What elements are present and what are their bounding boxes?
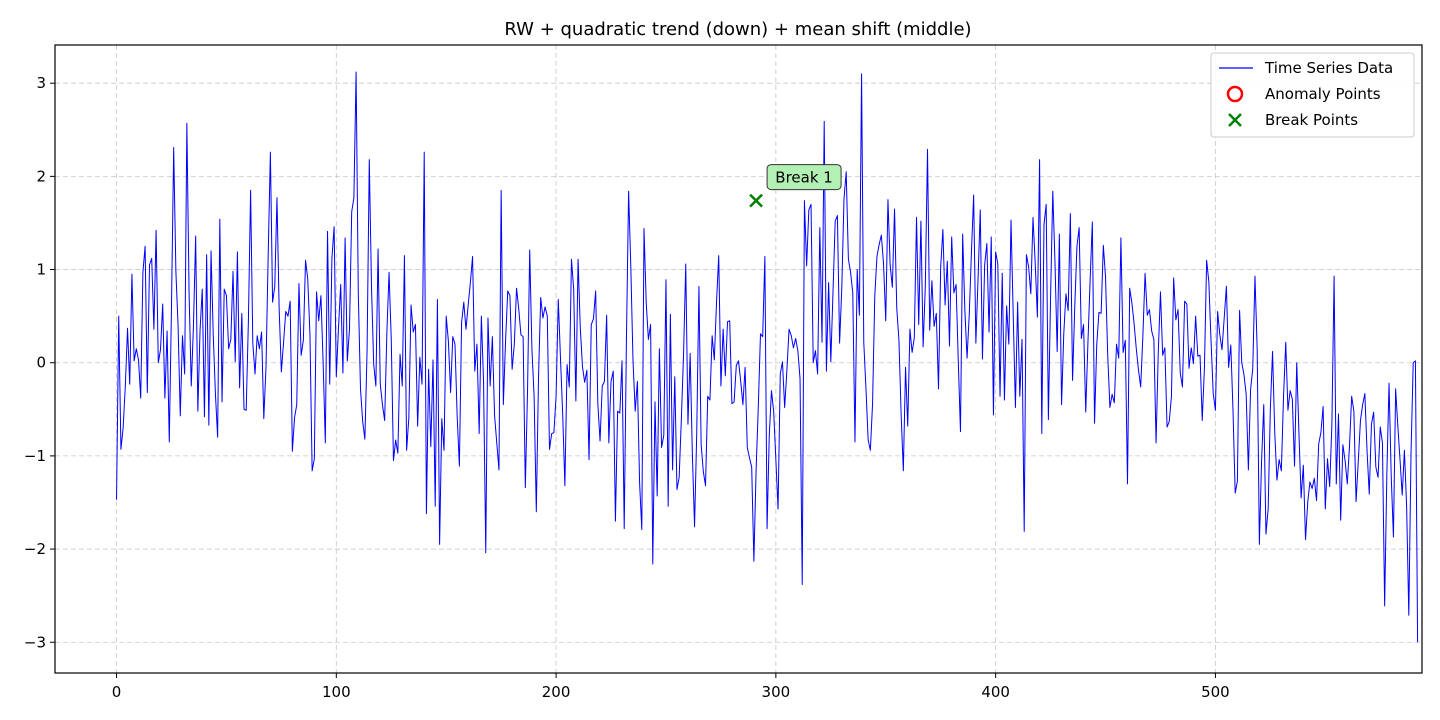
legend-label: Anomaly Points [1265,85,1381,103]
chart-title: RW + quadratic trend (down) + mean shift… [504,19,971,40]
x-tick-label: 400 [981,683,1010,701]
y-tick-label: −2 [24,540,46,558]
y-tick-label: 1 [36,261,46,279]
legend: Time Series Data Anomaly Points Break Poin… [1210,52,1415,138]
break-point-marker [749,193,763,208]
legend-cross-swatch [1228,113,1242,127]
y-tick-label: −1 [24,447,46,465]
x-tick-label: 300 [762,683,791,701]
legend-circle-swatch [1226,85,1244,103]
y-tick-label: −3 [24,633,46,651]
series-line-time-series-data [116,71,1419,643]
legend-box [1210,52,1415,138]
y-tick-label: 3 [36,74,46,92]
annotations: Break 1 [749,164,842,208]
x-tick-label: 0 [112,683,122,701]
x-tick-label: 500 [1201,683,1230,701]
legend-label: Time Series Data [1264,59,1393,77]
legend-cross-stroke [1228,113,1242,127]
x-tick-label: 200 [542,683,571,701]
break-label: Break 1 [775,169,833,187]
axis-ticks: 0 100 200 300 400 500 −3 −2 −1 0 1 2 3 [24,74,1230,701]
plot-area [116,71,1419,643]
break-cross-stroke [749,193,763,208]
axes-frame [54,44,1423,674]
break-label-box [766,164,842,191]
x-tick-label: 100 [322,683,351,701]
legend-label: Break Points [1265,111,1358,129]
y-tick-label: 0 [36,354,46,372]
y-tick-label: 2 [36,167,46,185]
